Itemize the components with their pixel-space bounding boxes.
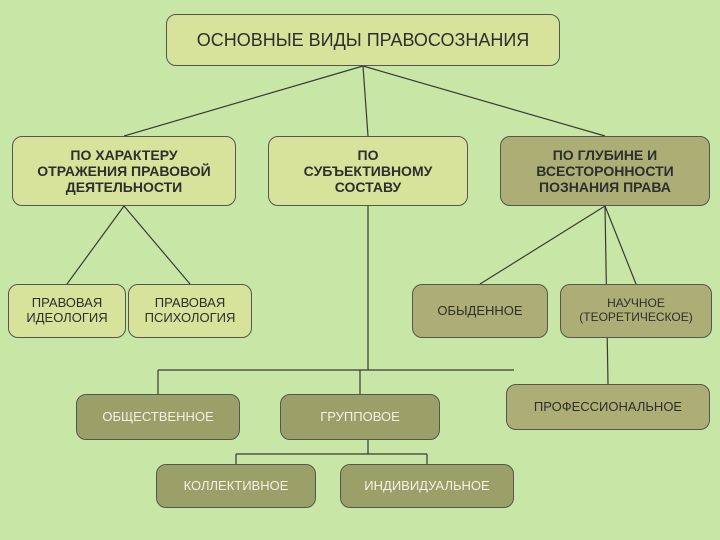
edge (67, 206, 124, 284)
node-cat2: ПО СУБЪЕКТИВНОМУ СОСТАВУ (268, 136, 468, 206)
node-root: ОСНОВНЫЕ ВИДЫ ПРАВОСОЗНАНИЯ (166, 14, 560, 66)
node-cat1: ПО ХАРАКТЕРУ ОТРАЖЕНИЯ ПРАВОВОЙ ДЕЯТЕЛЬН… (12, 136, 236, 206)
diagram-canvas: ОСНОВНЫЕ ВИДЫ ПРАВОСОЗНАНИЯ ПО ХАРАКТЕРУ … (0, 0, 720, 540)
edge (124, 66, 363, 136)
edge (124, 206, 190, 284)
edge (363, 66, 605, 136)
node-l2d: ИНДИВИДУАЛЬНОЕ (340, 464, 514, 508)
node-l1a: ПРАВОВАЯ ИДЕОЛОГИЯ (8, 284, 126, 338)
edge (605, 206, 636, 284)
node-cat3: ПО ГЛУБИНЕ И ВСЕСТОРОННОСТИ ПОЗНАНИЯ ПРА… (500, 136, 710, 206)
node-l3b: НАУЧНОЕ (ТЕОРЕТИЧЕСКОЕ) (560, 284, 712, 338)
edge (363, 66, 368, 136)
node-l3c: ПРОФЕССИОНАЛЬНОЕ (506, 384, 710, 430)
node-l1b: ПРАВОВАЯ ПСИХОЛОГИЯ (128, 284, 252, 338)
node-l3a: ОБЫДЕННОЕ (412, 284, 548, 338)
node-l2b: ГРУППОВОЕ (280, 394, 440, 440)
connector-layer (0, 0, 720, 540)
edge (480, 206, 605, 284)
node-l2c: КОЛЛЕКТИВНОЕ (156, 464, 316, 508)
node-l2a: ОБЩЕСТВЕННОЕ (76, 394, 240, 440)
